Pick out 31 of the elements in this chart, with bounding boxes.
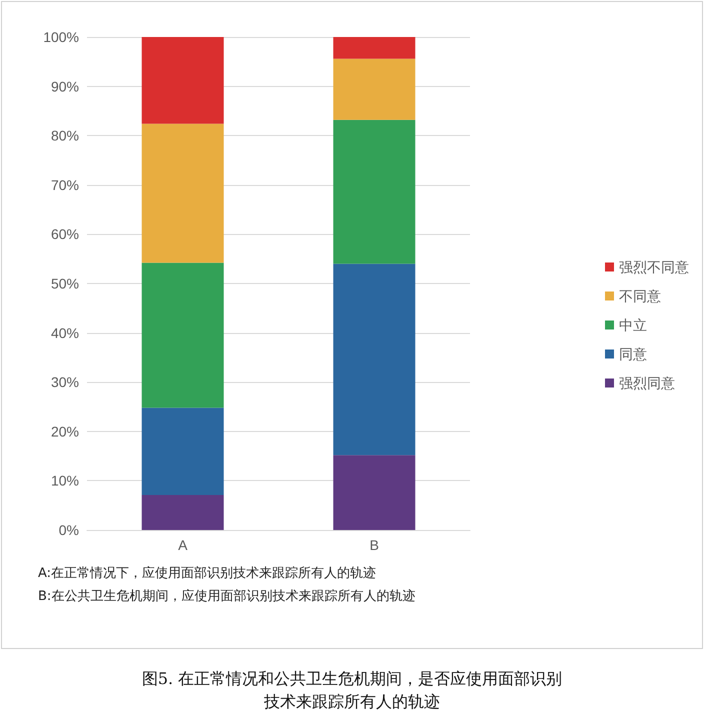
y-tick-label: 70% xyxy=(50,176,79,193)
x-tick-label: A xyxy=(178,537,188,553)
y-tick-label: 30% xyxy=(50,374,79,390)
bar xyxy=(142,37,224,124)
bar xyxy=(333,120,416,264)
legend-label: 强烈同意 xyxy=(619,375,675,391)
legend-label: 强烈不同意 xyxy=(619,259,689,275)
y-tick-label: 100% xyxy=(43,29,79,45)
bar xyxy=(333,37,416,59)
bar xyxy=(142,408,224,495)
bar xyxy=(333,455,416,530)
y-tick-label: 60% xyxy=(50,226,79,242)
y-tick-label: 40% xyxy=(50,324,79,341)
bar xyxy=(142,494,224,530)
bar xyxy=(333,58,416,120)
y-tick-label: 0% xyxy=(58,522,79,538)
bar xyxy=(333,264,416,456)
legend-label: 中立 xyxy=(619,317,647,333)
y-tick-label: 20% xyxy=(50,423,79,440)
text: A:在正常情况下，应使用面部识别技术来跟踪所有人的轨迹 xyxy=(38,565,376,581)
y-tick-label: 50% xyxy=(50,276,79,292)
legend-label: 不同意 xyxy=(619,288,661,304)
text: 图5. 在正常情况和公共卫生危机期间，是否应使用面部识别技术来跟踪所有人的轨迹 xyxy=(142,669,562,711)
y-tick-label: 90% xyxy=(50,78,79,94)
legend-label: 同意 xyxy=(619,346,647,362)
bar xyxy=(142,262,224,408)
bar xyxy=(142,124,224,263)
text: B:在公共卫生危机期间，应使用面部识别技术来跟踪所有人的轨迹 xyxy=(38,588,416,604)
y-tick-label: 80% xyxy=(50,128,79,144)
y-tick-label: 10% xyxy=(50,472,79,489)
x-tick-label: B xyxy=(370,537,379,553)
